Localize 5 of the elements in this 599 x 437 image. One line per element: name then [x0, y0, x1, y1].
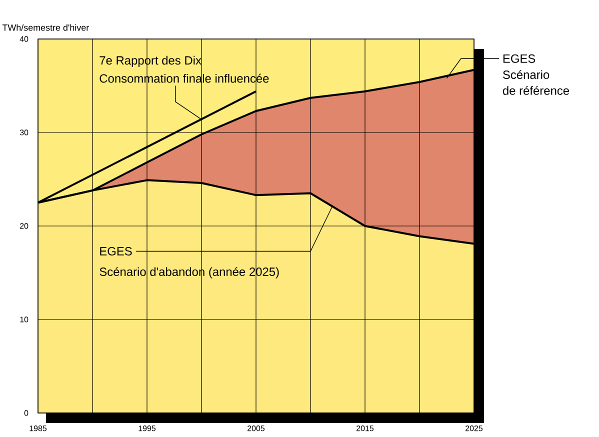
text: de référence — [502, 86, 570, 95]
text: Scénario — [503, 70, 550, 79]
annotation: EGES — [100, 247, 132, 256]
annotation: EGES — [503, 54, 536, 63]
y-axis-title: TWh/semestre d'hiver — [2, 24, 89, 31]
